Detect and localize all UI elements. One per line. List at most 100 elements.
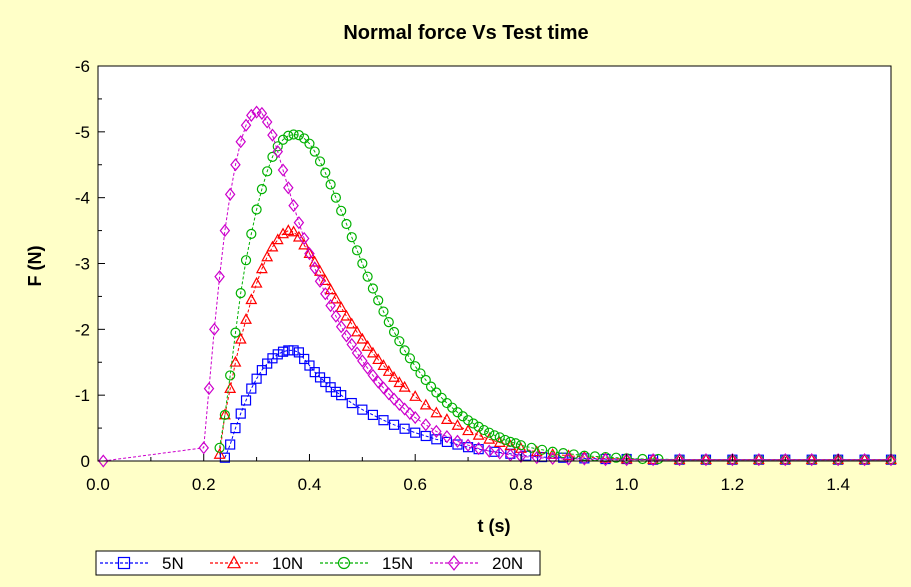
data-point [357,258,368,269]
data-point [261,115,273,129]
data-point [436,392,447,403]
data-point [451,419,464,430]
x-tick-label: 1.0 [615,475,639,494]
data-point [214,442,225,453]
data-point [505,436,516,448]
data-point [388,370,401,382]
data-point [251,204,262,215]
series-layer [98,105,897,468]
data-point [272,144,284,159]
x-axis: 0.0 0.2 0.4 0.6 0.8 1.0 1.2 1.4 [86,454,892,494]
x-tick-label: 1.2 [721,475,745,494]
data-point [320,376,331,388]
data-point [325,299,336,313]
data-point [531,451,543,465]
series-line [224,349,891,461]
data-point [440,413,453,424]
legend-item-5n: 5N [100,554,184,573]
data-point [489,446,500,457]
data-point [484,427,495,438]
data-point [885,453,897,467]
data-point [304,247,315,261]
data-point [272,349,283,360]
data-point [399,345,410,356]
data-point [521,450,532,461]
data-point [514,442,527,453]
data-point [283,181,294,195]
data-point [330,309,342,323]
data-point [462,438,474,452]
data-point [341,329,352,343]
data-point [536,451,548,463]
data-point [562,449,575,461]
data-point [526,442,537,453]
y-tick-label: -6 [75,57,90,76]
data-point [357,404,368,415]
data-point [309,367,320,378]
data-point [293,347,304,358]
data-point [388,419,400,430]
data-point [335,320,347,334]
data-point [250,276,263,288]
data-point [388,392,400,406]
data-point [673,453,686,465]
data-point [288,345,299,356]
legend-marker [337,556,351,570]
data-point [430,406,443,418]
data-point [399,423,410,434]
data-point [420,430,431,442]
data-point [489,430,500,441]
data-point [256,184,267,195]
data-point [494,446,506,460]
data-point [637,453,648,465]
data-point [298,231,310,246]
data-point [225,370,236,381]
data-point [409,410,421,425]
plot-background [98,66,891,461]
data-point [213,447,226,459]
data-point [325,179,336,190]
legend-label: 10N [272,554,303,573]
data-point [832,453,844,467]
data-point [218,408,231,420]
data-point [779,453,792,465]
data-point [600,451,611,463]
data-point [674,453,685,467]
data-point [383,316,394,328]
data-point [515,449,527,463]
data-point [224,382,237,394]
data-point [393,376,406,388]
data-point [98,454,109,468]
series-15n [214,129,897,465]
data-point [431,387,442,398]
data-point [256,365,267,376]
data-point [235,408,246,419]
data-point [452,439,463,450]
data-point [420,418,432,432]
data-point [346,397,357,409]
data-point [805,453,818,465]
data-point [832,453,845,465]
data-point [230,422,241,434]
plot-area [97,65,897,468]
data-point [383,387,395,401]
data-point [420,374,431,386]
data-point [382,365,395,376]
data-point [262,358,273,369]
y-axis-label: F (N) [25,246,45,287]
data-point [283,130,294,141]
x-tick-label: 0.6 [403,475,427,494]
data-point [235,288,246,299]
x-tick-label: 0.8 [509,475,533,494]
data-point [283,345,294,356]
data-point [309,146,320,157]
y-tick-label: -4 [75,189,90,208]
x-axis-label: t (s) [478,516,511,536]
data-point [240,313,252,324]
data-point [472,428,485,440]
series-line [219,133,891,461]
data-point [246,383,257,394]
data-point [441,436,453,448]
data-point [230,158,241,172]
